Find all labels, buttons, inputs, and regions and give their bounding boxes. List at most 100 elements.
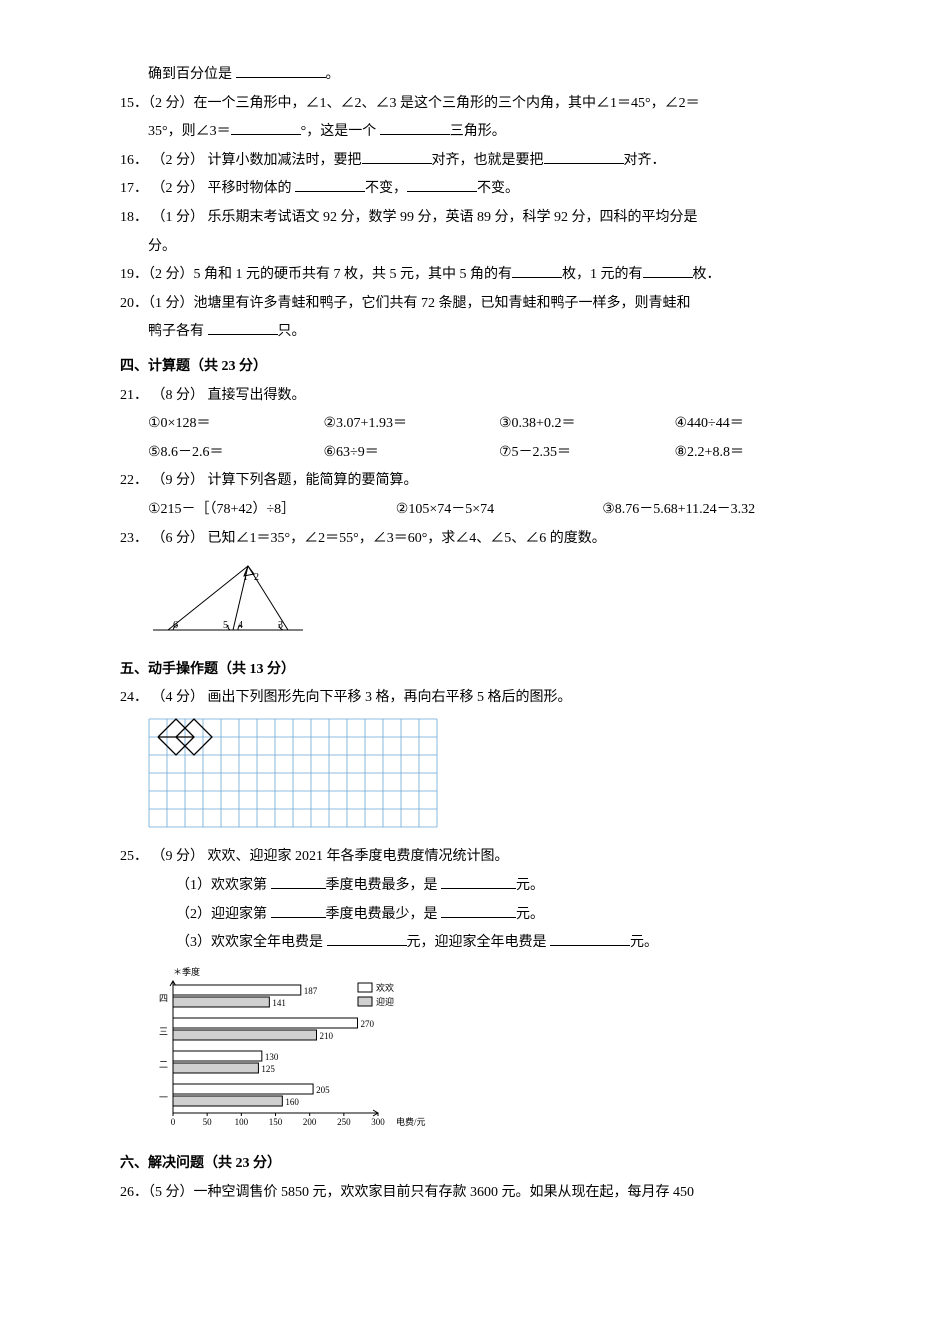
- q15-pts: （2 分）: [148, 96, 194, 111]
- q25-s1-blank2[interactable]: [441, 874, 516, 889]
- q25-s2-blank2[interactable]: [441, 903, 516, 918]
- q19-num: 19．: [120, 267, 148, 282]
- q15-t4: 三角形。: [450, 124, 506, 139]
- q16-blank2[interactable]: [544, 149, 624, 164]
- q16-t1: 计算小数加减法时，要把: [208, 153, 362, 168]
- q24: 24． （4 分） 画出下列图形先向下平移 3 格，再向右平移 5 格后的图形。: [120, 685, 850, 712]
- q25-s1-blank1[interactable]: [271, 874, 326, 889]
- section-6: 六、解决问题（共 23 分）: [120, 1151, 850, 1178]
- q26-num: 26．: [120, 1185, 148, 1200]
- section-5: 五、动手操作题（共 13 分）: [120, 657, 850, 684]
- svg-text:187: 187: [304, 986, 318, 996]
- q17-num: 17．: [120, 181, 148, 196]
- svg-text:250: 250: [337, 1117, 351, 1127]
- svg-text:三: 三: [159, 1026, 168, 1036]
- svg-text:130: 130: [265, 1052, 279, 1062]
- q14-end: 。: [326, 67, 340, 82]
- svg-text:50: 50: [203, 1117, 213, 1127]
- q18-num: 18．: [120, 210, 148, 225]
- q22-pts: （9 分）: [152, 473, 205, 488]
- q14-text: 确到百分位是: [148, 67, 232, 82]
- q25-s2-blank1[interactable]: [271, 903, 326, 918]
- q19-t3: 枚．: [693, 267, 721, 282]
- svg-text:200: 200: [303, 1117, 317, 1127]
- q26-t: 一种空调售价 5850 元，欢欢家目前只有存款 3600 元。如果从现在起，每月…: [194, 1185, 695, 1200]
- q15-blank1[interactable]: [231, 120, 301, 135]
- q25-s2c: 元。: [516, 907, 544, 922]
- q17-blank1[interactable]: [295, 177, 365, 192]
- q17-blank2[interactable]: [407, 177, 477, 192]
- svg-text:2: 2: [254, 572, 259, 583]
- svg-text:141: 141: [272, 998, 286, 1008]
- q18-t1: 乐乐期末考试语文 92 分，数学 99 分，英语 89 分，科学 92 分，四科…: [208, 210, 698, 225]
- svg-text:5: 5: [223, 620, 228, 631]
- q21: 21． （8 分） 直接写出得数。: [120, 383, 850, 410]
- q24-num: 24．: [120, 690, 148, 705]
- svg-text:欢欢: 欢欢: [376, 982, 394, 993]
- svg-text:＊季度: ＊季度: [173, 966, 200, 977]
- q22-i2: ②105×74－5×74: [396, 497, 602, 524]
- q25-s3-blank2[interactable]: [550, 931, 630, 946]
- q14-blank[interactable]: [236, 63, 326, 78]
- grid-svg: [148, 718, 438, 828]
- q20-t3: 只。: [278, 324, 306, 339]
- q25-s2b: 季度电费最少，是: [326, 907, 438, 922]
- q15-num: 15．: [120, 96, 148, 111]
- q19-t1: 5 角和 1 元的硬币共有 7 枚，共 5 元，其中 5 角的有: [194, 267, 513, 282]
- q19-blank2[interactable]: [643, 263, 693, 278]
- q23-figure: 1 2 3 4 5 6: [148, 558, 850, 649]
- q21-pts: （8 分）: [152, 388, 205, 403]
- q16-blank1[interactable]: [362, 149, 432, 164]
- q23-num: 23．: [120, 531, 148, 546]
- q25-num: 25．: [120, 849, 148, 864]
- q20-blank[interactable]: [208, 320, 278, 335]
- q15-t2: 35°，则∠3＝: [148, 124, 231, 139]
- q24-pts: （4 分）: [152, 690, 205, 705]
- svg-text:0: 0: [171, 1117, 176, 1127]
- q16-num: 16．: [120, 153, 148, 168]
- q21-r1-2: ②3.07+1.93＝: [324, 411, 500, 438]
- q17-pts: （2 分）: [152, 181, 205, 196]
- q21-r2-2: ⑥63÷9＝: [324, 440, 500, 467]
- q18: 18． （1 分） 乐乐期末考试语文 92 分，数学 99 分，英语 89 分，…: [120, 205, 850, 232]
- q16-t3: 对齐．: [624, 153, 666, 168]
- q20-num: 20．: [120, 296, 148, 311]
- q25-s2: （2）迎迎家第 季度电费最少，是 元。: [120, 902, 850, 929]
- q25-s1b: 季度电费最多，是: [326, 878, 438, 893]
- q24-t: 画出下列图形先向下平移 3 格，再向右平移 5 格后的图形。: [208, 690, 572, 705]
- q19-blank1[interactable]: [512, 263, 562, 278]
- q26: 26．（5 分）一种空调售价 5850 元，欢欢家目前只有存款 3600 元。如…: [120, 1180, 850, 1207]
- q25-s1: （1）欢欢家第 季度电费最多，是 元。: [120, 873, 850, 900]
- q15: 15．（2 分）在一个三角形中，∠1、∠2、∠3 是这个三角形的三个内角，其中∠…: [120, 91, 850, 118]
- q15-blank2[interactable]: [380, 120, 450, 135]
- q16-t2: 对齐，也就是要把: [432, 153, 544, 168]
- chart-svg: ＊季度050100150200250300电费/元四187141三270210二…: [148, 963, 448, 1133]
- q15-line2: 35°，则∠3＝°，这是一个 三角形。: [120, 119, 850, 146]
- q21-row1: ①0×128＝ ②3.07+1.93＝ ③0.38+0.2＝ ④440÷44＝: [120, 411, 850, 438]
- q18-pts: （1 分）: [152, 210, 205, 225]
- q22-row: ①215－［（78+42）÷8］ ②105×74－5×74 ③8.76－5.68…: [120, 497, 850, 524]
- svg-text:300: 300: [371, 1117, 385, 1127]
- q22-num: 22．: [120, 473, 148, 488]
- q25-s3-blank1[interactable]: [327, 931, 407, 946]
- svg-text:150: 150: [269, 1117, 283, 1127]
- q15-t1: 在一个三角形中，∠1、∠2、∠3 是这个三角形的三个内角，其中∠1＝45°，∠2…: [194, 96, 700, 111]
- q20: 20．（1 分）池塘里有许多青蛙和鸭子，它们共有 72 条腿，已知青蛙和鸭子一样…: [120, 291, 850, 318]
- q22: 22． （9 分） 计算下列各题，能简算的要简算。: [120, 468, 850, 495]
- q21-r1-3: ③0.38+0.2＝: [499, 411, 675, 438]
- svg-text:100: 100: [235, 1117, 249, 1127]
- q21-r1-4: ④440÷44＝: [675, 411, 851, 438]
- q21-title: 直接写出得数。: [208, 388, 306, 403]
- q25-s3: （3）欢欢家全年电费是 元，迎迎家全年电费是 元。: [120, 930, 850, 957]
- q14-tail: 确到百分位是 。: [120, 62, 850, 89]
- svg-text:1: 1: [243, 572, 248, 583]
- q25: 25． （9 分） 欢欢、迎迎家 2021 年各季度电费度情况统计图。: [120, 844, 850, 871]
- q25-t: 欢欢、迎迎家 2021 年各季度电费度情况统计图。: [208, 849, 509, 864]
- q21-r2-3: ⑦5－2.35＝: [499, 440, 675, 467]
- q22-i3: ③8.76－5.68+11.24－3.32: [602, 497, 850, 524]
- q17: 17． （2 分） 平移时物体的 不变，不变。: [120, 176, 850, 203]
- q22-title: 计算下列各题，能简算的要简算。: [208, 473, 418, 488]
- q21-num: 21．: [120, 388, 148, 403]
- svg-text:一: 一: [159, 1092, 168, 1102]
- q18-line2: 分。: [120, 234, 850, 261]
